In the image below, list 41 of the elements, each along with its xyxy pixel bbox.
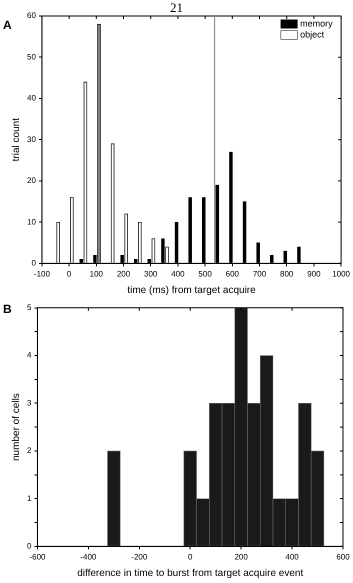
y-tick-label: 50 (26, 52, 36, 62)
y-tick-label: 4 (26, 350, 32, 360)
x-tick-label: -600 (29, 552, 46, 562)
x-axis-title: difference in time to burst from target acquire event (77, 568, 304, 579)
legend-label: memory (300, 18, 334, 28)
x-tick-label: 400 (171, 269, 186, 278)
x-tick-label: 600 (336, 552, 350, 562)
x-tick-label: 700 (252, 269, 267, 278)
x-tick-label: 100 (90, 269, 104, 278)
x-tick-label: 900 (307, 269, 322, 278)
y-tick-label: 20 (26, 176, 36, 186)
text: B (3, 302, 12, 316)
x-tick-label: 300 (144, 269, 158, 278)
y-tick-label: 2 (26, 446, 32, 456)
y-tick-label: 3 (26, 398, 32, 408)
x-tick-label: 0 (188, 552, 193, 562)
x-tick-label: 200 (116, 269, 131, 278)
y-tick-label: 0 (26, 542, 32, 551)
y-tick-label: 1 (26, 494, 32, 503)
x-tick-label: 600 (226, 269, 240, 278)
x-tick-label: 500 (198, 269, 212, 278)
text: A (3, 18, 12, 32)
y-tick-label: 5 (26, 303, 32, 312)
x-tick-label: 1000 (332, 269, 351, 278)
y-tick-label: 40 (26, 94, 36, 103)
y-tick-label: 0 (31, 258, 36, 268)
y-tick-label: 10 (26, 217, 36, 226)
x-tick-label: 800 (280, 269, 294, 278)
y-axis-title: number of cells (10, 393, 22, 462)
x-tick-label: 200 (234, 552, 248, 562)
y-axis-title: trial count (10, 118, 22, 162)
x-tick-label: -400 (80, 552, 97, 562)
text: 21 (170, 0, 183, 15)
x-tick-label: 400 (285, 552, 300, 562)
x-axis-title: time (ms) from target acquire (127, 284, 256, 296)
y-tick-label: 60 (26, 11, 36, 20)
x-tick-label: 0 (66, 269, 72, 278)
y-tick-label: 30 (26, 134, 36, 144)
x-tick-label: -200 (131, 552, 148, 562)
x-tick-label: -100 (34, 269, 50, 278)
legend-label: object (300, 29, 325, 40)
